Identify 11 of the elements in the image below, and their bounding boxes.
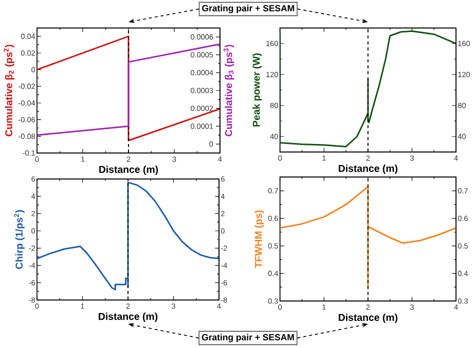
y-axis-title: Chirp (1/ps$^{2}$) xyxy=(14,210,25,269)
x-axis-title: Distance (m) xyxy=(338,314,398,323)
y-axis-title: Cumulative β$_{2}$ (ps$^{2}$) xyxy=(4,44,14,136)
y-axis-title: TFWHM (ps) xyxy=(254,210,264,268)
x-axis-title: Distance (m) xyxy=(99,166,158,175)
x-axis-title: Distance (m) xyxy=(338,164,398,174)
text: Grating pair + SESAM xyxy=(202,4,294,14)
y2-axis-title: Cumulative β$_{3}$ (ps$^{3}$) xyxy=(224,44,234,136)
x-axis-title: Distance (m) xyxy=(98,312,158,322)
text: Grating pair + SESAM xyxy=(202,334,294,342)
y-axis-title: Peak power (W) xyxy=(252,53,262,126)
